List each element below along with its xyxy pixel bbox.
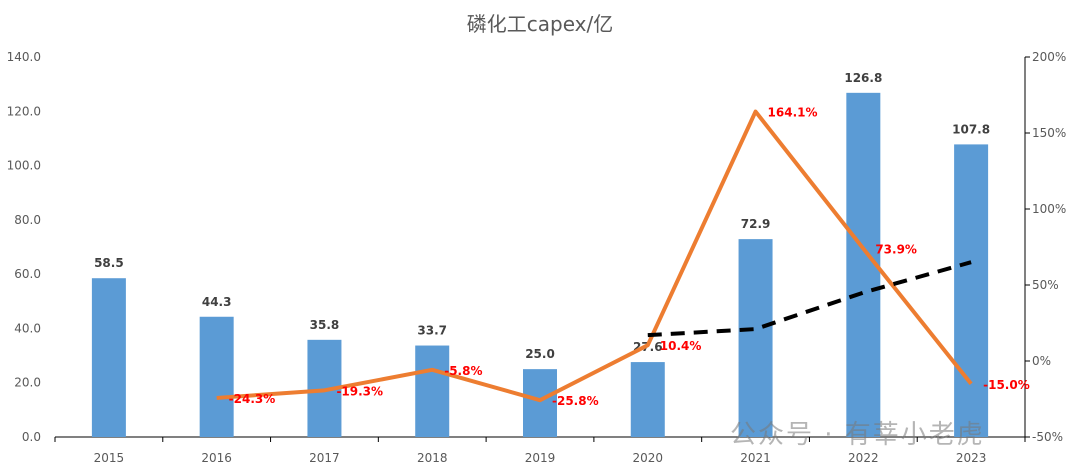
bar-2019 bbox=[523, 369, 557, 437]
yoy-growth-line bbox=[216, 109, 973, 403]
right-y-tick-label: 150% bbox=[1032, 126, 1066, 140]
x-tick-label: 2016 bbox=[201, 451, 232, 465]
bar-label: 107.8 bbox=[952, 122, 990, 136]
right-y-tick-label: 0% bbox=[1032, 354, 1051, 368]
bar-2020 bbox=[630, 362, 665, 437]
yoy-label: 73.9% bbox=[875, 243, 917, 257]
left-y-tick-label: 140.0 bbox=[7, 50, 41, 64]
bar-label: 72.9 bbox=[741, 217, 771, 231]
yoy-label: 164.1% bbox=[768, 106, 818, 120]
trend-dashed-line bbox=[647, 260, 972, 338]
x-tick-label: 2023 bbox=[956, 451, 987, 465]
bar-2016 bbox=[199, 316, 234, 437]
bar-label: 33.7 bbox=[417, 324, 447, 338]
bar-label: 25.0 bbox=[525, 347, 555, 361]
right-y-tick-label: 200% bbox=[1032, 50, 1066, 64]
bar-label: 35.8 bbox=[310, 318, 340, 332]
bar-label: 44.3 bbox=[202, 295, 232, 309]
yoy-label: -24.3% bbox=[229, 392, 276, 406]
right-y-tick-label: 50% bbox=[1032, 278, 1059, 292]
left-y-tick-label: 80.0 bbox=[14, 213, 41, 227]
left-y-tick-label: 100.0 bbox=[7, 159, 41, 173]
yoy-label: 10.4% bbox=[660, 339, 702, 353]
yoy-label: -5.8% bbox=[444, 364, 482, 378]
x-tick-label: 2019 bbox=[525, 451, 556, 465]
bar-2015 bbox=[91, 278, 126, 437]
bar-2021 bbox=[738, 239, 773, 437]
yoy-label: -25.8% bbox=[552, 394, 599, 408]
bar-label: 58.5 bbox=[94, 256, 124, 270]
left-y-tick-label: 20.0 bbox=[14, 376, 41, 390]
yoy-label: -15.0% bbox=[983, 378, 1030, 392]
left-y-tick-label: 120.0 bbox=[7, 104, 41, 118]
right-y-tick-label: 100% bbox=[1032, 202, 1066, 216]
watermark: 公众号 · 有莘小老虎 bbox=[730, 420, 985, 450]
left-y-tick-label: 0.0 bbox=[22, 430, 41, 444]
x-tick-label: 2017 bbox=[309, 451, 340, 465]
bar-2018 bbox=[415, 345, 450, 437]
yoy-label: -19.3% bbox=[336, 384, 383, 398]
x-tick-label: 2015 bbox=[94, 451, 125, 465]
left-y-tick-label: 40.0 bbox=[14, 321, 41, 335]
x-tick-label: 2020 bbox=[633, 451, 664, 465]
chart-title: 磷化工capex/亿 bbox=[466, 12, 614, 36]
x-tick-label: 2021 bbox=[740, 451, 771, 465]
bar-2023 bbox=[954, 144, 989, 437]
x-tick-label: 2022 bbox=[848, 451, 879, 465]
x-tick-label: 2018 bbox=[417, 451, 448, 465]
bar-label: 126.8 bbox=[844, 71, 882, 85]
right-y-tick-label: -50% bbox=[1032, 430, 1063, 444]
left-y-tick-label: 60.0 bbox=[14, 267, 41, 281]
